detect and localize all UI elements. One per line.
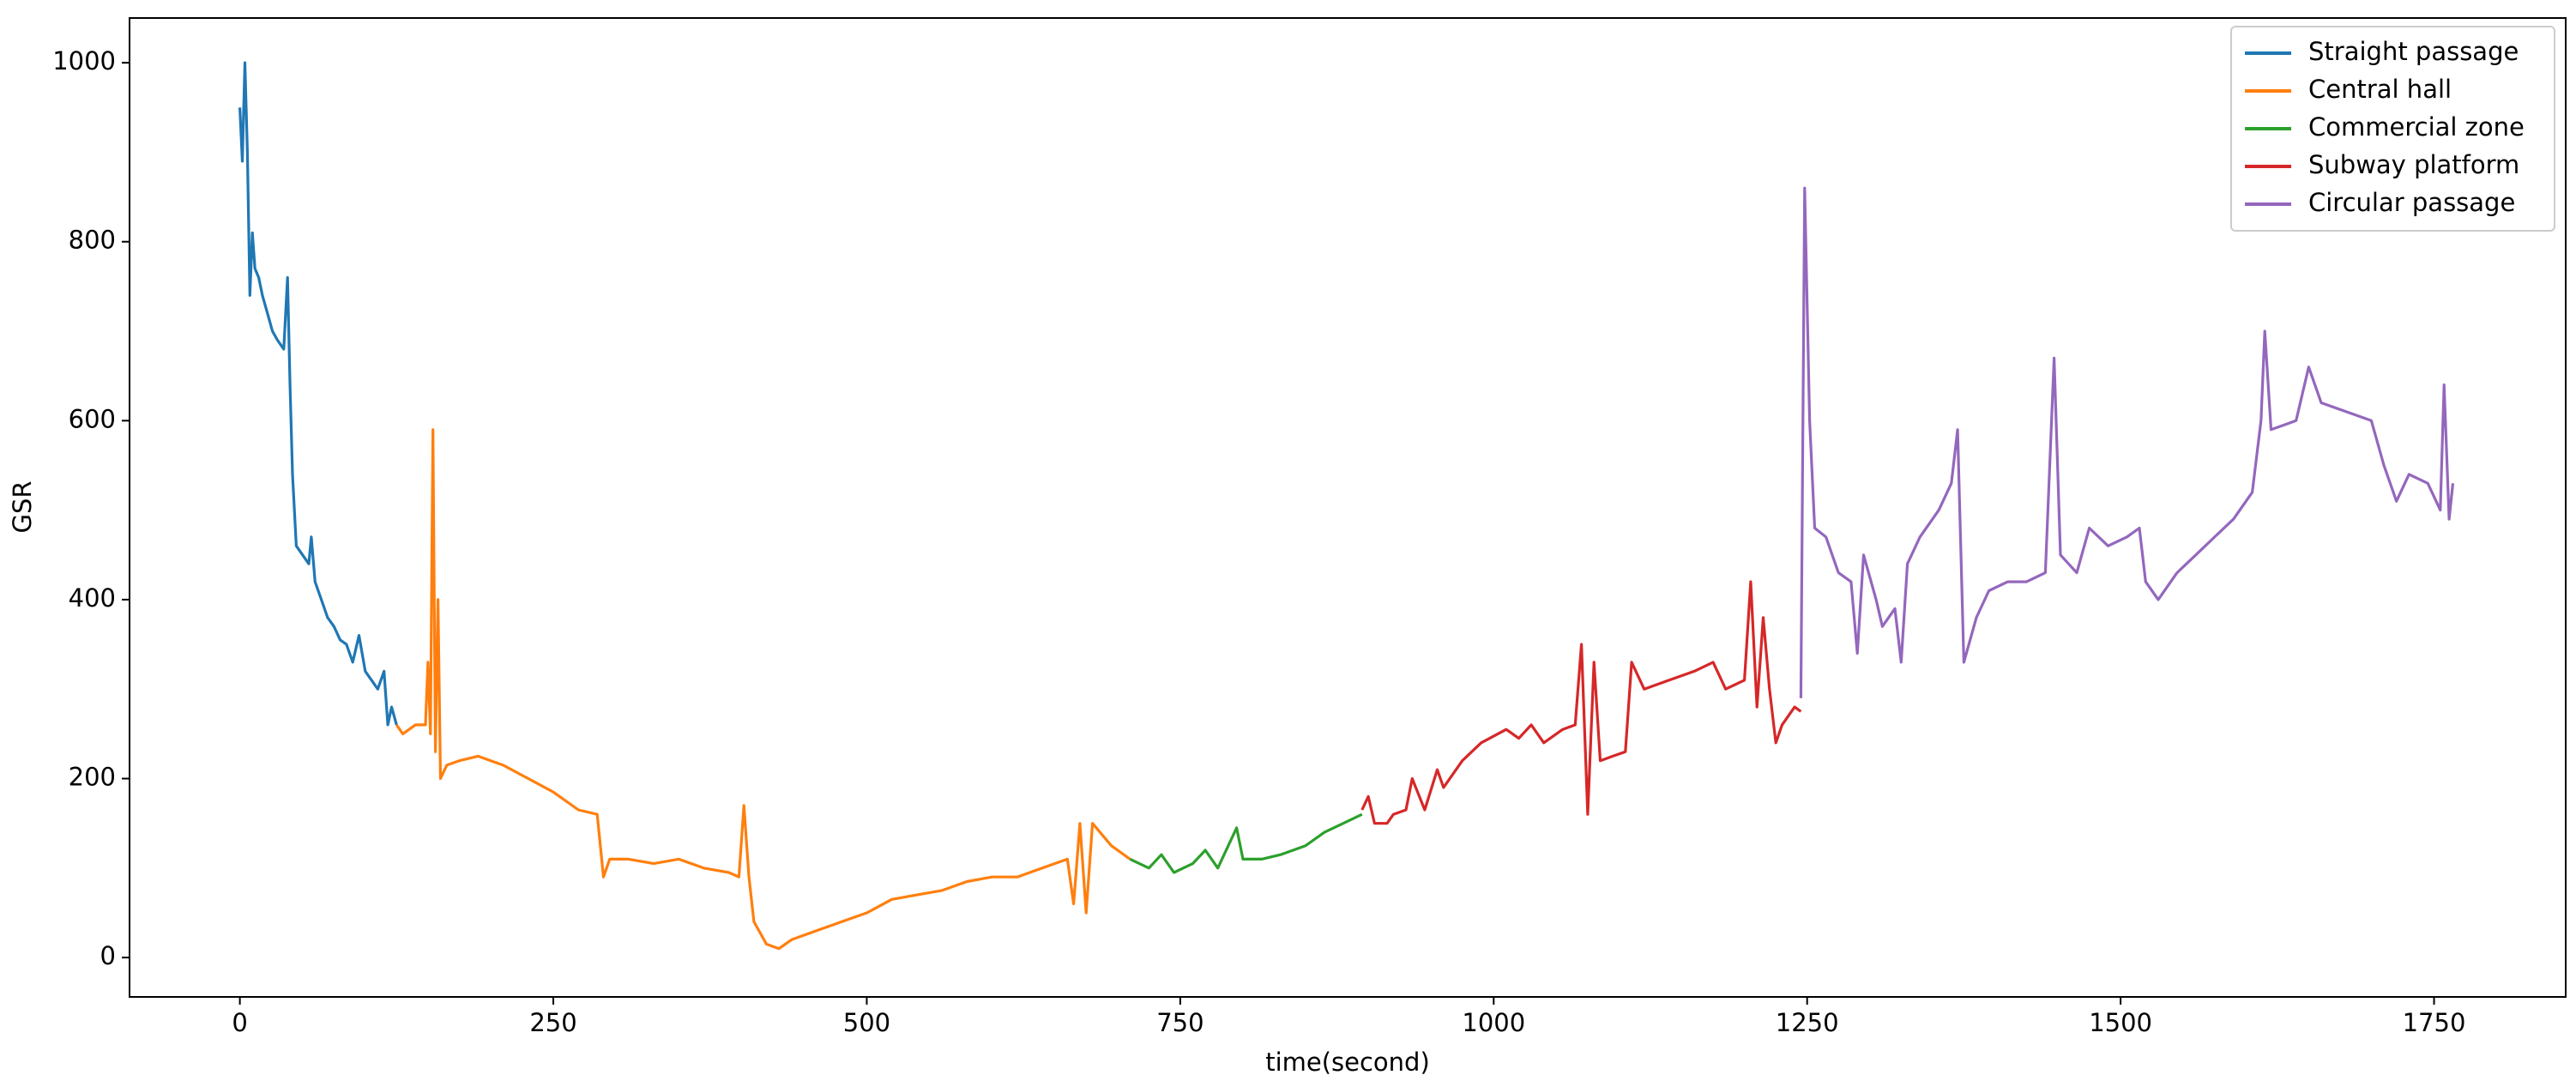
legend-label: Commercial zone xyxy=(2308,112,2525,142)
plot-frame xyxy=(129,17,2567,998)
data-line xyxy=(1360,580,1802,825)
data-line xyxy=(395,428,1131,951)
x-tick-label: 1000 xyxy=(1462,1008,1525,1037)
y-tick-label: 200 xyxy=(69,763,116,792)
data-line xyxy=(1129,812,1363,874)
y-tick-label: 0 xyxy=(100,941,116,970)
y-tick-label: 400 xyxy=(69,583,116,613)
data-line xyxy=(238,61,398,727)
x-tick-label: 250 xyxy=(529,1008,576,1037)
x-tick-label: 1750 xyxy=(2403,1008,2466,1037)
y-tick-label: 800 xyxy=(69,226,116,255)
legend-box xyxy=(2230,26,2555,232)
legend-label: Circular passage xyxy=(2308,188,2515,217)
y-axis-label: GSR xyxy=(8,480,37,533)
data-line xyxy=(1799,186,2455,698)
x-axis-label: time(second) xyxy=(1265,1048,1430,1077)
legend-label: Subway platform xyxy=(2308,150,2519,179)
x-tick-label: 1500 xyxy=(2089,1008,2152,1037)
legend-label: Central hall xyxy=(2308,75,2452,104)
x-tick-label: 1250 xyxy=(1776,1008,1839,1037)
x-tick-label: 750 xyxy=(1156,1008,1204,1037)
y-tick-label: 600 xyxy=(69,404,116,433)
x-tick-label: 0 xyxy=(232,1008,247,1037)
y-tick-label: 1000 xyxy=(52,46,116,75)
legend-label: Straight passage xyxy=(2308,37,2519,66)
x-tick-label: 500 xyxy=(843,1008,890,1037)
